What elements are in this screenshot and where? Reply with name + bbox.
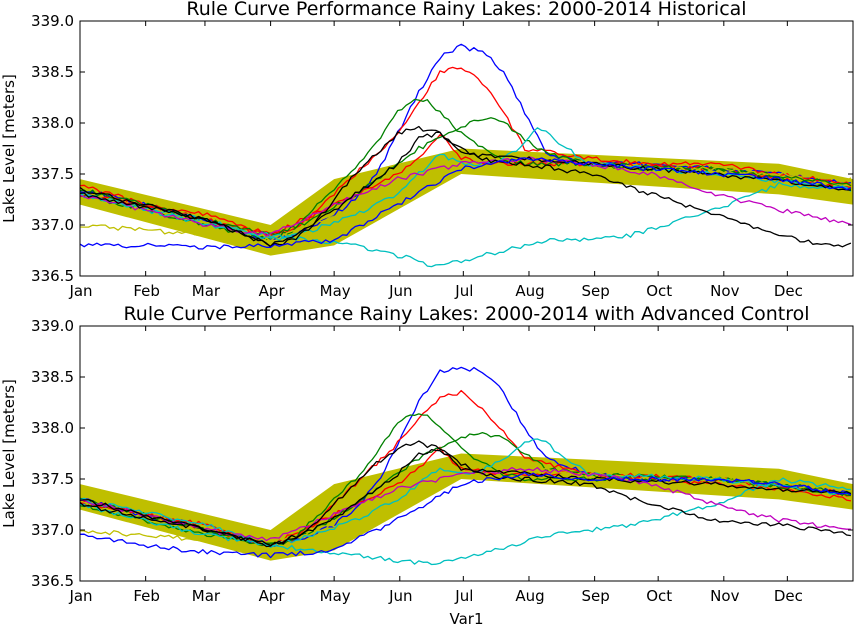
y-tick-label: 339.0 bbox=[31, 317, 74, 335]
y-tick-label: 339.0 bbox=[31, 12, 74, 30]
chart-title: Rule Curve Performance Rainy Lakes: 2000… bbox=[123, 303, 809, 325]
rule-curve-band bbox=[80, 148, 853, 256]
x-tick-label: Dec bbox=[774, 282, 803, 300]
x-tick-label: Dec bbox=[774, 587, 803, 605]
x-tick-label: Sep bbox=[581, 282, 609, 300]
x-tick-label: May bbox=[320, 587, 351, 605]
y-tick-label: 338.0 bbox=[31, 419, 74, 437]
series-line bbox=[80, 157, 852, 250]
series-line bbox=[80, 181, 852, 268]
series-line bbox=[80, 155, 852, 243]
x-tick-label: Sep bbox=[581, 587, 609, 605]
series-line bbox=[80, 466, 851, 542]
series-line bbox=[80, 156, 852, 237]
x-tick-label: Aug bbox=[515, 587, 544, 605]
y-tick-label: 337.0 bbox=[31, 216, 74, 234]
plot-frame bbox=[79, 20, 854, 277]
series-line bbox=[80, 448, 852, 548]
x-tick-label: Jan bbox=[68, 282, 92, 300]
chart-title: Rule Curve Performance Rainy Lakes: 2000… bbox=[186, 0, 746, 20]
y-axis-label: Lake Level [meters] bbox=[0, 379, 18, 528]
series-line bbox=[80, 467, 851, 546]
y-tick-label: 337.0 bbox=[31, 521, 74, 539]
x-tick-label: Nov bbox=[710, 587, 739, 605]
y-tick-label: 337.5 bbox=[31, 165, 74, 183]
y-axis-label: Lake Level [meters] bbox=[0, 74, 18, 223]
x-tick-label: May bbox=[320, 282, 351, 300]
x-tick-label: Apr bbox=[259, 282, 286, 300]
x-tick-label: Feb bbox=[133, 282, 160, 300]
series-line bbox=[80, 477, 851, 566]
y-tick-label: 338.5 bbox=[31, 368, 74, 386]
series-line bbox=[80, 125, 852, 248]
x-tick-label: Feb bbox=[133, 587, 160, 605]
x-tick-label: Mar bbox=[192, 587, 221, 605]
x-tick-label: Jun bbox=[388, 587, 412, 605]
series-line bbox=[80, 471, 852, 559]
y-tick-label: 336.5 bbox=[31, 572, 74, 590]
series-line bbox=[80, 131, 851, 247]
x-tick-label: Apr bbox=[259, 587, 286, 605]
x-tick-label: Aug bbox=[515, 282, 544, 300]
x-tick-label: Jan bbox=[68, 587, 92, 605]
x-tick-label: Oct bbox=[646, 282, 672, 300]
x-tick-label: Jun bbox=[388, 282, 412, 300]
x-axis-label: Var1 bbox=[450, 610, 484, 627]
series-line bbox=[80, 440, 851, 546]
x-tick-label: Jul bbox=[454, 282, 473, 300]
y-tick-label: 337.5 bbox=[31, 470, 74, 488]
x-tick-label: Jul bbox=[454, 587, 473, 605]
y-tick-label: 338.0 bbox=[31, 114, 74, 132]
x-tick-label: Mar bbox=[192, 282, 221, 300]
x-tick-label: Oct bbox=[646, 587, 672, 605]
x-tick-label: Nov bbox=[710, 282, 739, 300]
y-tick-label: 336.5 bbox=[31, 267, 74, 285]
plot-frame bbox=[79, 325, 854, 582]
y-tick-label: 338.5 bbox=[31, 63, 74, 81]
